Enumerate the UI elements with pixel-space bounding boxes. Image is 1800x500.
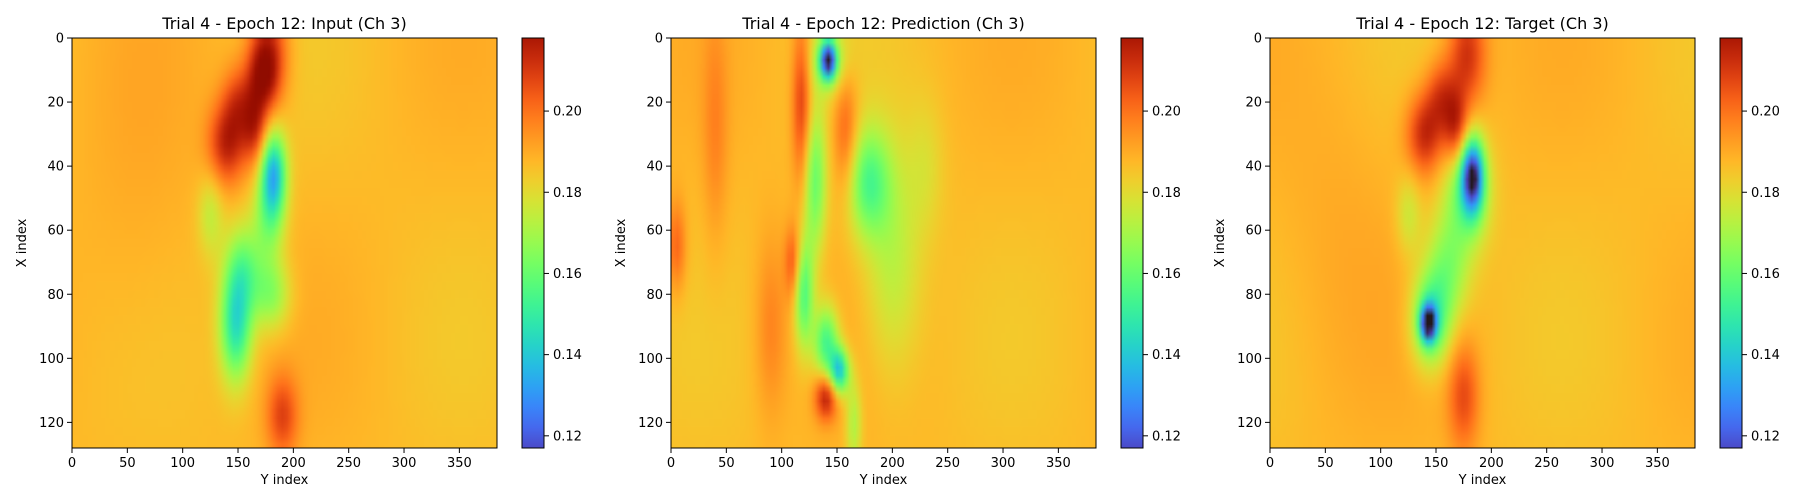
y-tick-label: 120 [39,416,64,431]
x-tick-label: 250 [935,456,960,471]
heatmap-panel-3: Trial 4 - Epoch 12: Target (Ch 3) 0 50 100 1… [1213,14,1780,488]
x-tick-label: 300 [1590,456,1615,471]
y-tick-label: 20 [47,96,64,111]
y-tick-label: 100 [638,352,663,367]
x-tick-label: 0 [68,456,76,471]
colorbar-tick-label: 0.18 [553,186,582,201]
x-tick-label: 100 [769,456,794,471]
colorbar-tick-label: 0.14 [553,348,582,363]
colorbar-tick-label: 0.12 [1751,429,1780,444]
chart-title: Trial 4 - Epoch 12: Prediction (Ch 3) [741,14,1024,33]
x-tick-label: 200 [1479,456,1504,471]
colorbar-tick-label: 0.12 [1152,429,1181,444]
colorbar-tick-label: 0.16 [1751,267,1780,282]
colorbar [1120,37,1144,449]
x-tick-label: 300 [392,456,417,471]
y-tick-label: 100 [1237,352,1262,367]
x-tick-label: 50 [119,456,136,471]
y-tick-label: 120 [638,416,663,431]
x-tick-label: 0 [667,456,675,471]
y-tick-label: 40 [47,160,64,175]
y-tick-label: 0 [1254,32,1262,47]
heatmap-image [1270,38,1695,448]
x-tick-label: 0 [1266,456,1274,471]
x-axis-label: Y index [859,473,908,488]
x-tick-label: 350 [447,456,472,471]
plot-frame [1269,37,1696,449]
y-tick-label: 40 [1245,160,1262,175]
chart-title: Trial 4 - Epoch 12: Target (Ch 3) [1355,14,1608,33]
x-tick-label: 350 [1645,456,1670,471]
y-tick-label: 60 [646,224,663,239]
y-tick-label: 0 [56,32,64,47]
x-tick-label: 200 [880,456,905,471]
x-tick-label: 150 [1424,456,1449,471]
y-tick-label: 80 [646,288,663,303]
x-tick-label: 150 [825,456,850,471]
y-tick-label: 120 [1237,416,1262,431]
x-tick-label: 100 [170,456,195,471]
y-tick-label: 20 [1245,96,1262,111]
colorbar-tick-label: 0.16 [553,267,582,282]
x-tick-label: 250 [1534,456,1559,471]
colorbar-tick-label: 0.20 [1751,105,1780,120]
y-tick-label: 40 [646,160,663,175]
y-tick-label: 60 [47,224,64,239]
colorbar-tick-label: 0.18 [1751,186,1780,201]
heatmap-panel-2: Trial 4 - Epoch 12: Prediction (Ch 3) 0 50… [614,14,1181,488]
x-tick-label: 100 [1368,456,1393,471]
x-tick-label: 300 [991,456,1016,471]
colorbar-tick-label: 0.20 [1152,105,1181,120]
y-tick-label: 0 [655,32,663,47]
x-tick-label: 150 [226,456,251,471]
colorbar [521,37,545,449]
y-tick-label: 100 [39,352,64,367]
x-tick-label: 200 [281,456,306,471]
y-tick-label: 80 [1245,288,1262,303]
heatmap-image [72,38,497,448]
heatmap-image [671,38,1096,448]
y-tick-label: 20 [646,96,663,111]
colorbar-tick-label: 0.16 [1152,267,1181,282]
colorbar [1719,37,1743,449]
x-axis-label: Y index [1458,473,1507,488]
y-tick-label: 60 [1245,224,1262,239]
x-tick-label: 50 [1317,456,1334,471]
y-axis-label: X index [1213,218,1228,267]
colorbar-tick-label: 0.14 [1152,348,1181,363]
x-tick-label: 50 [718,456,735,471]
chart-title: Trial 4 - Epoch 12: Input (Ch 3) [161,14,406,33]
heatmap-panel-1: Trial 4 - Epoch 12: Input (Ch 3) 0 50 100 15… [15,14,582,488]
colorbar-tick-label: 0.14 [1751,348,1780,363]
y-tick-label: 80 [47,288,64,303]
x-axis-label: Y index [260,473,309,488]
colorbar-tick-label: 0.18 [1152,186,1181,201]
plot-frame [71,37,498,449]
plot-frame [670,37,1097,449]
x-tick-label: 350 [1046,456,1071,471]
colorbar-tick-label: 0.20 [553,105,582,120]
colorbar-tick-label: 0.12 [553,429,582,444]
x-tick-label: 250 [336,456,361,471]
y-axis-label: X index [15,218,30,267]
y-axis-label: X index [614,218,629,267]
